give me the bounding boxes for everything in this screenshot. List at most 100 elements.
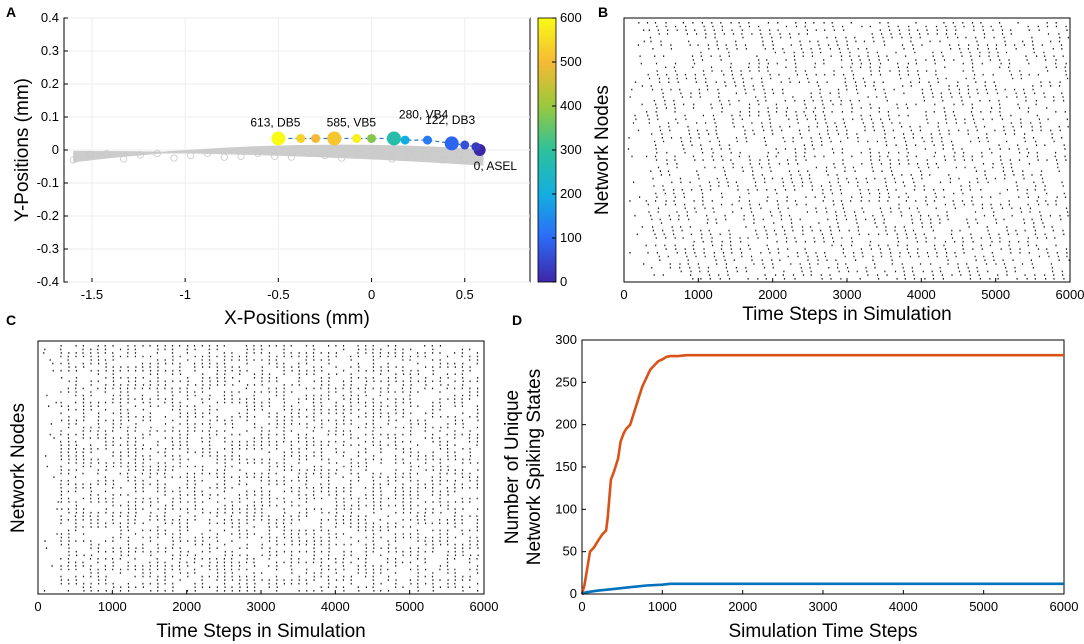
- B-raster-xtick-label-3: 3000: [833, 287, 862, 302]
- panel-b-frame: [623, 17, 1071, 283]
- a-ytick-label-6: 0.2: [41, 76, 59, 91]
- colorbar-tick-label-3: 300: [560, 142, 582, 157]
- C-raster-xtick-label-6: 6000: [470, 599, 499, 614]
- d-xtick-label-5: 5000: [969, 599, 998, 614]
- a-xtick-label-3: 0: [368, 287, 375, 302]
- a-trail-marker-15: [321, 152, 329, 160]
- B-raster-xtick-label-4: 4000: [907, 287, 936, 302]
- colorbar-tick-label-2: 200: [560, 186, 582, 201]
- panel-label-c: C: [6, 312, 16, 328]
- a-annotation-4: 0, ASEL: [474, 159, 518, 173]
- B-raster-xtick-label-0: 0: [620, 287, 627, 302]
- d-xtick-label-1: 1000: [648, 599, 677, 614]
- colorbar-tick-label-5: 500: [560, 54, 582, 69]
- a-trail-marker-16: [338, 154, 346, 162]
- C-raster-xtick-label-5: 5000: [395, 599, 424, 614]
- panel-a-points: [271, 131, 486, 156]
- panel-d: 0 1000 2000 3000 4000 5000 6000 0 50 100 150 200 25…: [502, 332, 1078, 642]
- B-raster-xtick-label-2: 2000: [758, 287, 787, 302]
- a-point-9: [327, 131, 342, 146]
- panel-a: -1.5 -1 -0.5 0 0.5 -0.4 -0.3 -0.2 -0.1 0 0.1 0.2 0.…: [12, 10, 582, 329]
- panel-b: 0 1000 2000 3000 4000 5000 6000 Time Steps in …: [592, 17, 1084, 325]
- panel-a-y-ticks: -0.4 -0.3 -0.2 -0.1 0 0.1 0.2 0.3 0.4: [37, 10, 68, 289]
- a-trail-marker-23: [455, 150, 463, 158]
- colorbar-tick-label-1: 100: [560, 230, 582, 245]
- C-raster-xtick-label-1: 1000: [98, 599, 127, 614]
- a-point-8: [352, 133, 362, 143]
- a-trail-marker-7: [187, 151, 195, 160]
- C-raster-xtick-label-4: 4000: [321, 599, 350, 614]
- colorbar-tick-label-6: 600: [560, 10, 582, 25]
- d-ytick-label-6: 300: [555, 332, 577, 347]
- panel-d-ylabel-line2: Network Spiking States: [524, 369, 545, 565]
- d-ytick-label-4: 200: [555, 417, 577, 432]
- a-ytick-label-7: 0.3: [41, 43, 59, 58]
- a-trail-marker-10: [237, 152, 245, 160]
- a-ytick-label-8: 0.4: [41, 10, 59, 25]
- d-ytick-label-0: 0: [570, 586, 577, 601]
- a-ytick-label-3: -0.1: [37, 175, 59, 190]
- panel-b-ylabel: Network Nodes: [592, 85, 613, 215]
- d-xtick-label-2: 2000: [728, 599, 757, 614]
- d-ytick-label-3: 150: [555, 459, 577, 474]
- a-point-10: [311, 133, 321, 143]
- a-trail-marker-21: [422, 150, 430, 158]
- a-trail-marker-1: [86, 150, 94, 158]
- d-xtick-label-3: 3000: [809, 599, 838, 614]
- a-trail-marker-22: [438, 156, 446, 164]
- panel-c-ylabel: Network Nodes: [8, 403, 29, 533]
- a-trail-marker-20: [405, 150, 413, 158]
- panel-d-ylabel-line1: Number of Unique: [502, 390, 523, 544]
- a-trail-marker-18: [371, 151, 379, 159]
- d-series-0: [580, 353, 1064, 595]
- a-xtick-label-4: 0.5: [456, 287, 474, 302]
- panel-b-x-ticks: 0 1000 2000 3000 4000 5000 6000: [620, 278, 1084, 302]
- a-xtick-label-2: -0.5: [267, 287, 289, 302]
- a-point-3: [444, 136, 459, 151]
- d-xtick-label-6: 6000: [1050, 599, 1079, 614]
- a-ytick-label-4: 0: [52, 142, 59, 157]
- colorbar-tick-label-0: 0: [560, 274, 567, 289]
- a-trail-marker-9: [220, 153, 228, 161]
- a-point-5: [400, 135, 410, 145]
- B-raster-xtick-label-1: 1000: [684, 287, 713, 302]
- panel-a-xlabel: X-Positions (mm): [224, 308, 370, 329]
- a-point-1: [471, 142, 481, 152]
- B-raster-xtick-label-6: 6000: [1056, 287, 1084, 302]
- a-ytick-label-0: -0.4: [37, 274, 59, 289]
- panel-d-x-ticks: 0 1000 2000 3000 4000 5000 6000: [578, 590, 1078, 614]
- C-raster-xtick-label-2: 2000: [172, 599, 201, 614]
- a-trail-marker-17: [354, 149, 363, 158]
- a-point-12: [271, 131, 286, 146]
- panel-label-d: D: [512, 312, 522, 328]
- a-point-11: [296, 133, 306, 143]
- a-ytick-label-2: -0.2: [37, 208, 59, 223]
- a-xtick-label-1: -1: [179, 287, 191, 302]
- a-trail-marker-3: [120, 155, 128, 163]
- d-ytick-label-5: 250: [555, 374, 577, 389]
- a-trail-marker-4: [136, 151, 145, 159]
- C-raster-xtick-label-0: 0: [34, 599, 41, 614]
- panel-d-xlabel: Simulation Time Steps: [728, 621, 917, 642]
- panel-d-y-ticks: 0 50 100 150 200 250 300: [555, 332, 586, 601]
- colorbar-ticks: 0 100 200 300 400 500 600: [552, 10, 582, 289]
- panel-label-a: A: [6, 4, 16, 20]
- a-xtick-label-0: -1.5: [81, 287, 103, 302]
- a-trail-marker-14: [304, 149, 312, 157]
- d-xtick-label-4: 4000: [889, 599, 918, 614]
- a-point-4: [422, 135, 432, 145]
- a-ytick-label-1: -0.3: [37, 241, 59, 256]
- d-ytick-label-2: 100: [555, 501, 577, 516]
- a-trail-15: [73, 150, 484, 166]
- a-annotation-1: 585, VB5: [327, 115, 377, 129]
- panel-d-frame: [581, 339, 1065, 595]
- panel-label-b: B: [598, 4, 608, 20]
- a-trail-marker-13: [287, 153, 296, 161]
- a-trail-marker-12: [271, 152, 279, 160]
- a-trail-marker-8: [203, 149, 212, 157]
- panel-d-lines: [580, 353, 1064, 596]
- panel-a-ylabel: Y-Positions (mm): [12, 78, 33, 222]
- a-trail-marker-6: [170, 154, 178, 162]
